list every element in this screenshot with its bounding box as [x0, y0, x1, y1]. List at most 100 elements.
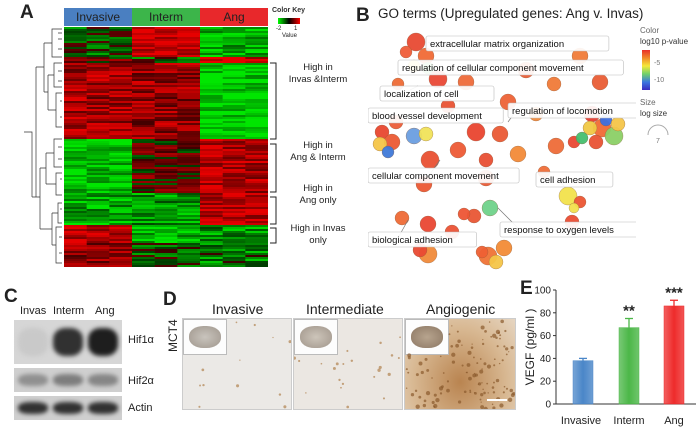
heatmap-cell	[222, 37, 246, 40]
protein-label-hif2a: Hif2α	[128, 375, 154, 387]
micrograph-speck	[469, 389, 472, 392]
heatmap-cell	[64, 157, 87, 160]
micrograph-speck	[420, 370, 424, 375]
go-term-bubble	[610, 116, 626, 132]
heatmap-cell	[109, 155, 133, 158]
heatmap-cell	[177, 75, 201, 78]
go-term-bubble	[419, 215, 437, 233]
micrograph-speck	[479, 398, 482, 401]
micrograph-speck	[435, 397, 440, 403]
heatmap-cell	[245, 227, 268, 230]
micrograph-speck	[382, 397, 386, 400]
heatmap-cell	[245, 163, 268, 166]
heatmap-cell	[177, 39, 201, 42]
micrograph-speck	[463, 390, 467, 394]
heatmap-cell	[200, 241, 223, 244]
heatmap-cell	[109, 207, 133, 210]
heatmap-cell	[109, 175, 133, 178]
heatmap-cell	[86, 233, 110, 236]
heatmap-cell	[86, 69, 110, 72]
color-key-title: Color Key	[272, 7, 306, 14]
heatmap-cell	[86, 105, 110, 108]
heatmap-cell	[132, 189, 155, 192]
heatmap-cell	[177, 37, 201, 40]
heatmap-cell	[177, 167, 201, 170]
heatmap-cell	[132, 145, 155, 148]
heatmap-cell	[177, 51, 201, 54]
heatmap-cell	[132, 81, 155, 84]
heatmap-cell	[86, 247, 110, 250]
heatmap-cell	[64, 105, 87, 108]
heatmap-cell	[222, 141, 246, 144]
heatmap-cell	[64, 123, 87, 126]
micrograph-speck	[346, 405, 350, 409]
heatmap-cell	[154, 49, 178, 52]
micrograph-speck	[510, 345, 514, 350]
heatmap-cell	[200, 107, 223, 110]
heatmap-cell	[222, 197, 246, 200]
heatmap-cell	[154, 85, 178, 88]
heatmap-cell	[132, 139, 155, 142]
heatmap-cell	[154, 93, 178, 96]
heatmap-cell	[222, 137, 246, 140]
cluster-label-3-line1: High in	[303, 183, 333, 194]
heatmap-cell	[109, 35, 133, 38]
heatmap-cell	[154, 169, 178, 172]
heatmap-cell	[86, 71, 110, 74]
heatmap-cell	[177, 163, 201, 166]
heatmap-cell	[200, 231, 223, 234]
heatmap-cell	[86, 65, 110, 68]
heatmap-cell	[64, 211, 87, 214]
heatmap-cell	[177, 141, 201, 144]
heatmap-cell	[132, 223, 155, 226]
heatmap-cell	[64, 161, 87, 164]
heatmap-cell	[86, 91, 110, 94]
go-legend-tick-5: -5	[654, 60, 661, 67]
micrograph-intermediate	[293, 318, 403, 410]
go-term-bubble	[449, 141, 467, 159]
heatmap-cell	[245, 247, 268, 250]
micrograph-speck	[502, 391, 505, 394]
heatmap-cell	[64, 31, 87, 34]
heatmap-cell	[177, 211, 201, 214]
micrograph-speck	[457, 339, 461, 343]
heatmap-cell	[154, 81, 178, 84]
heatmap-cell	[222, 133, 246, 136]
micrograph-speck	[479, 369, 484, 374]
heatmap-cell	[222, 127, 246, 130]
heatmap-cell	[154, 69, 178, 72]
heatmap-cell	[64, 179, 87, 182]
heatmap-cell	[222, 171, 246, 174]
heatmap-cell	[245, 55, 268, 58]
heatmap-cell	[200, 117, 223, 120]
heatmap-cell	[64, 225, 87, 228]
heatmap-cell	[86, 111, 110, 114]
inset-brain-invasive	[183, 319, 227, 355]
heatmap-cell	[64, 139, 87, 142]
heatmap-cell	[245, 149, 268, 152]
heatmap-cell	[200, 181, 223, 184]
heatmap-cell	[109, 79, 133, 82]
heatmap-cell	[245, 49, 268, 52]
heatmap-cell	[200, 227, 223, 230]
heatmap-cell	[200, 143, 223, 146]
heatmap-cell	[200, 57, 223, 60]
heatmap-cell	[245, 197, 268, 200]
heatmap-cell	[86, 265, 110, 267]
heatmap-cell	[64, 227, 87, 230]
micrograph-speck	[442, 372, 445, 374]
cluster-label-2: High in Ang & Interm	[283, 140, 353, 164]
micrograph-speck	[456, 330, 459, 333]
heatmap-cell	[109, 29, 133, 32]
heatmap-cell	[222, 199, 246, 202]
heatmap-cell	[154, 191, 178, 194]
heatmap-cell	[109, 191, 133, 194]
heatmap-cell	[177, 177, 201, 180]
heatmap-cell	[200, 69, 223, 72]
heatmap-cell	[64, 261, 87, 264]
protein-label-actin: Actin	[128, 402, 153, 414]
heatmap-cell	[132, 185, 155, 188]
micrograph-speck	[423, 399, 427, 403]
heatmap-cell	[86, 149, 110, 152]
heatmap-cell	[109, 27, 133, 30]
